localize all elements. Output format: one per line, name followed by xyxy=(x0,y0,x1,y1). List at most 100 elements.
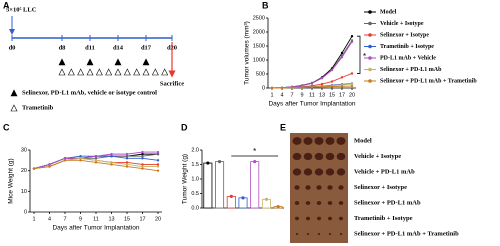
legend-marker xyxy=(368,10,372,14)
tumor xyxy=(292,152,302,161)
trametinib-marker xyxy=(95,68,103,76)
tumor xyxy=(316,185,322,190)
point xyxy=(320,85,324,89)
photo-label: Vehicle + PD-L1 mAb xyxy=(354,168,415,175)
x-tick-label: 11 xyxy=(93,216,99,222)
bar-dot xyxy=(264,197,269,201)
point xyxy=(156,159,160,162)
bracket xyxy=(357,35,361,74)
x-tick-label: 1 xyxy=(32,216,35,222)
point xyxy=(125,155,129,158)
y-tick-label: 1000 xyxy=(253,57,265,63)
legend-marker xyxy=(368,56,372,60)
panel-label: D xyxy=(181,122,188,132)
point xyxy=(310,85,314,89)
point xyxy=(270,86,274,90)
tumor xyxy=(336,168,346,176)
point xyxy=(110,163,113,166)
point xyxy=(156,169,160,172)
point xyxy=(350,82,354,86)
tumor xyxy=(338,185,344,190)
point xyxy=(125,163,129,166)
point xyxy=(141,167,144,170)
point xyxy=(141,163,144,166)
point xyxy=(156,152,160,156)
tumor xyxy=(339,232,343,236)
bar-dot xyxy=(276,204,280,209)
photo-label: Model xyxy=(354,137,372,144)
series-line xyxy=(271,40,353,89)
point xyxy=(300,86,304,89)
annotation: * xyxy=(253,147,256,156)
trametinib-marker xyxy=(161,68,169,76)
point xyxy=(141,157,144,160)
point xyxy=(310,82,314,85)
sacrifice-label: Sacrifice xyxy=(160,80,184,87)
bar-dot xyxy=(241,196,245,200)
tumor xyxy=(294,185,300,190)
treatment-marker xyxy=(142,58,150,66)
x-tick-label: 11 xyxy=(309,92,315,98)
tumor xyxy=(336,152,346,161)
tumor xyxy=(336,137,346,145)
photo-label: Vehicle + Isotype xyxy=(354,153,401,160)
bar xyxy=(226,195,236,209)
point xyxy=(110,155,113,158)
trametinib-marker xyxy=(123,68,131,76)
point xyxy=(125,165,129,168)
y-axis-label: Tumor volumes (mm³) xyxy=(244,21,251,85)
treatment-marker xyxy=(86,58,94,66)
bar-dot xyxy=(229,194,233,198)
legend-marker xyxy=(368,44,372,49)
tumor xyxy=(316,201,322,205)
tumor xyxy=(303,152,313,161)
tumor xyxy=(314,168,324,176)
annotation: * xyxy=(363,52,366,61)
y-tick-label: 0.5 xyxy=(191,191,199,197)
trametinib-marker xyxy=(133,68,141,76)
trametinib-marker xyxy=(10,104,18,112)
y-tick-label: 2000 xyxy=(253,29,265,35)
y-tick-label: 2.0 xyxy=(191,147,199,153)
tumor xyxy=(317,216,321,221)
tumor xyxy=(305,185,311,190)
x-tick-label: 4 xyxy=(48,216,51,222)
day-label: d0 xyxy=(9,44,16,51)
y-tick-label: 0 xyxy=(262,85,265,91)
x-tick-label: 20 xyxy=(155,216,161,222)
point xyxy=(350,72,354,75)
legend-label: Vehicle + Isotype xyxy=(380,21,424,27)
x-tick-label: 7 xyxy=(63,216,66,222)
point xyxy=(156,163,160,166)
point xyxy=(110,161,113,164)
trametinib-marker xyxy=(67,68,75,76)
legend-text: Trametinib xyxy=(22,104,54,111)
series-line xyxy=(271,35,353,89)
x-tick-label: 13 xyxy=(108,216,114,222)
y-tick-label: 0.0 xyxy=(191,205,199,211)
y-axis-label: Tumor Weight (g) xyxy=(182,154,189,204)
tumor xyxy=(294,201,300,205)
x-tick-label: 13 xyxy=(319,92,325,98)
point xyxy=(63,157,67,160)
x-tick-label: 15 xyxy=(329,92,335,98)
legend-marker xyxy=(368,67,372,72)
point xyxy=(141,152,144,156)
bar-dot xyxy=(217,160,222,164)
legend-marker xyxy=(368,33,372,37)
x-tick-label: 20 xyxy=(349,92,355,98)
x-tick-label: 9 xyxy=(79,216,82,222)
point xyxy=(48,163,51,166)
y-tick-label: 30 xyxy=(21,147,27,153)
trametinib-marker xyxy=(151,68,159,76)
tumor xyxy=(303,137,313,145)
point xyxy=(79,159,82,162)
tumor xyxy=(306,232,310,236)
tumor xyxy=(339,216,343,221)
x-tick-label: 17 xyxy=(139,216,145,222)
tumor-blobs xyxy=(292,137,346,236)
point xyxy=(280,86,284,90)
panel-label: E xyxy=(280,122,286,132)
point xyxy=(330,80,334,83)
legend-text: Selinexor, PD-L1 mAb, vehicle or isotype… xyxy=(22,89,157,96)
